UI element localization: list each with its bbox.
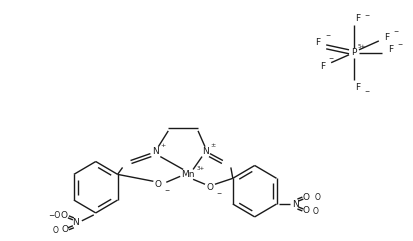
Text: −: − [328,55,334,60]
Text: −: − [216,191,221,196]
Text: F: F [356,83,361,92]
Text: O: O [60,211,67,220]
Text: −: − [364,13,370,18]
Text: F: F [384,33,389,42]
Text: ±: ± [210,143,216,148]
Text: −: − [325,33,331,38]
Text: O: O [303,193,310,202]
Text: O: O [206,183,214,192]
Text: −: − [397,41,402,47]
Text: O: O [303,207,310,215]
Text: N: N [152,147,159,156]
Text: −: − [165,188,170,193]
Text: O: O [53,226,59,235]
Text: F: F [388,45,393,54]
Text: O: O [155,180,162,189]
Text: Mn: Mn [181,170,195,179]
Text: O: O [314,193,320,202]
Text: F: F [320,62,325,71]
Text: N: N [292,200,299,208]
Text: O: O [312,208,318,216]
Text: 5+: 5+ [358,44,366,49]
Text: F: F [356,14,361,23]
Text: N: N [202,147,209,156]
Text: −: − [393,28,399,33]
Text: +: + [161,143,166,148]
Text: −: − [364,88,370,93]
Text: P: P [351,48,357,57]
Text: N: N [73,218,79,227]
Text: F: F [315,38,320,47]
Text: −O: −O [48,211,60,220]
Text: 3+: 3+ [197,166,205,171]
Text: O: O [62,225,69,234]
